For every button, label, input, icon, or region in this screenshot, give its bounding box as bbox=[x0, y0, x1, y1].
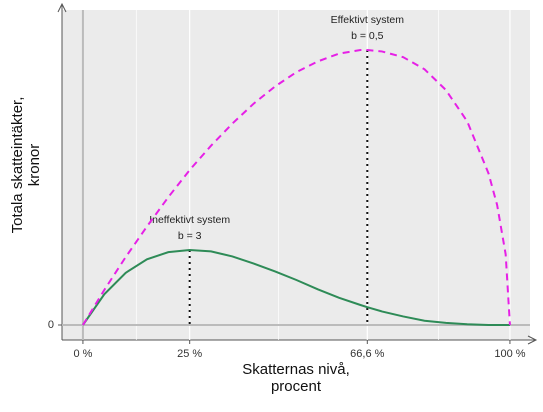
panel bbox=[62, 10, 530, 340]
y-axis-label: Totala skatteintäkter, bbox=[9, 97, 26, 234]
annotation: b = 3 bbox=[178, 230, 202, 242]
annotation: b = 0,5 bbox=[351, 30, 384, 42]
y-axis-label: kronor bbox=[26, 144, 43, 187]
x-axis bbox=[62, 335, 538, 345]
x-axis-label: Skatternas nivå, bbox=[242, 361, 350, 378]
series-line bbox=[82, 248, 510, 326]
y-tick-label: 0 bbox=[48, 319, 54, 331]
x-tick-label: 66,6 % bbox=[350, 348, 384, 360]
x-tick-label: 0 % bbox=[73, 348, 92, 360]
y-axis bbox=[57, 2, 67, 340]
x-axis-label: procent bbox=[271, 378, 322, 395]
annotation: Ineffektivt system bbox=[149, 214, 230, 226]
x-tick-label: 100 % bbox=[494, 348, 525, 360]
annotation: Effektivt system bbox=[331, 14, 405, 26]
series-line bbox=[82, 49, 511, 326]
x-tick-label: 25 % bbox=[177, 348, 202, 360]
